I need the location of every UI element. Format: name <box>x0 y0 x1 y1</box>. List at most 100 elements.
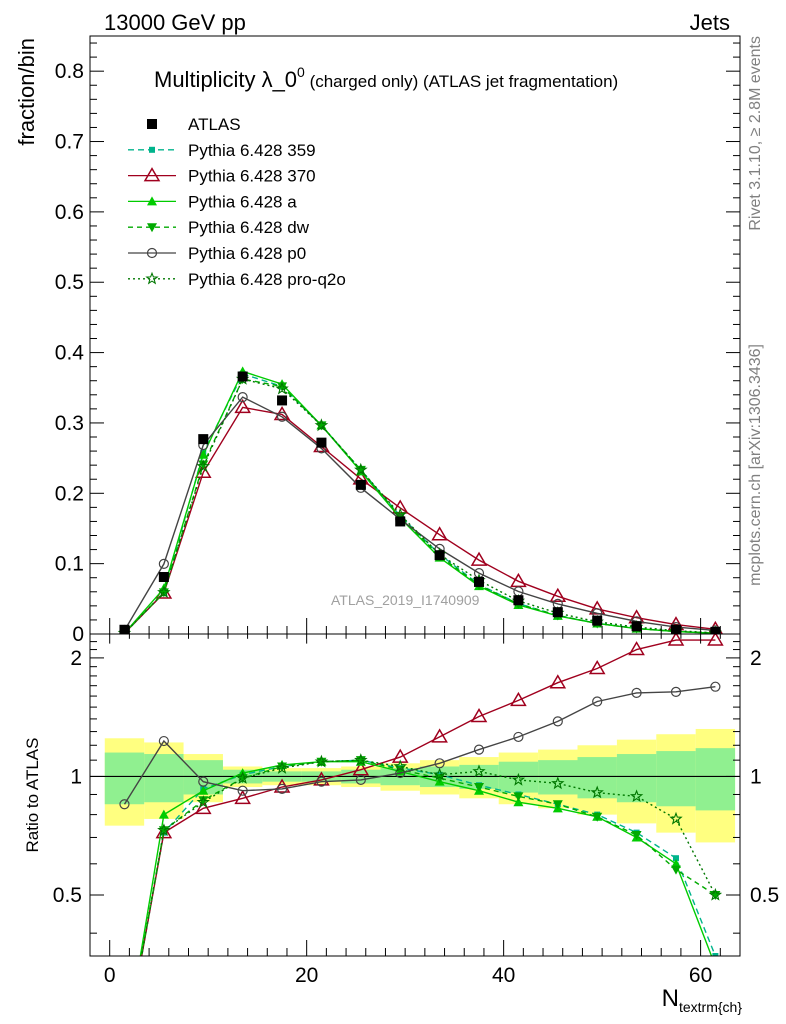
series-point <box>667 634 685 646</box>
x-tick-label: 0 <box>104 964 116 987</box>
series-point <box>551 776 565 790</box>
y-tick-label: 0.5 <box>55 271 84 294</box>
series-point <box>277 382 288 392</box>
series-point <box>158 735 169 747</box>
data-point <box>710 626 721 634</box>
legend-label: Pythia 6.428 p0 <box>188 244 306 263</box>
series-point <box>510 691 527 707</box>
ratio-tick-label: 1 <box>70 765 82 788</box>
series-line-main <box>123 378 716 634</box>
x-tick-label: 60 <box>689 964 712 987</box>
y-tick-label: 0.6 <box>55 201 84 224</box>
series-line-ratio <box>140 639 716 956</box>
series-point <box>669 811 683 825</box>
series-point <box>552 800 563 810</box>
series-point <box>432 767 447 781</box>
series-point <box>588 659 606 675</box>
series-point <box>146 247 158 259</box>
main-series-group <box>117 366 724 634</box>
series-point <box>670 858 681 868</box>
series-point <box>592 696 603 707</box>
data-point <box>513 595 524 606</box>
series-point <box>354 462 368 476</box>
y-tick-label: 0.4 <box>55 342 85 365</box>
y-tick-label: 0.7 <box>55 131 84 154</box>
data-point <box>119 624 130 634</box>
series-point <box>237 785 248 796</box>
rivet-label: Rivet 3.1.10, ≥ 2.8M events <box>747 36 764 231</box>
data-point <box>277 395 288 406</box>
data-point <box>316 437 327 448</box>
series-point <box>354 753 368 766</box>
data-point <box>395 516 406 527</box>
series-point <box>513 792 524 802</box>
series-point <box>352 761 370 776</box>
series-line-ratio <box>140 759 716 956</box>
mcplots-label: mcplots.cern.ch [arXiv:1306.3436] <box>747 344 764 586</box>
series-point <box>234 789 251 805</box>
x-axis-label-main: N <box>662 985 679 1012</box>
series-point <box>198 785 209 795</box>
series-line-ratio <box>140 759 717 956</box>
uncertainty-band-inner <box>577 757 617 799</box>
series-point <box>510 572 527 588</box>
uncertainty-band-inner <box>656 751 696 807</box>
series-point <box>198 449 209 459</box>
header-left: 13000 GeV pp <box>104 10 246 35</box>
legend-label: ATLAS <box>188 115 241 134</box>
data-point <box>552 607 563 618</box>
y-tick-label: 0.3 <box>55 412 84 435</box>
legend-label: Pythia 6.428 a <box>188 192 297 211</box>
series-point <box>198 776 209 787</box>
data-point <box>198 434 209 445</box>
y-tick-label: 0.8 <box>55 60 84 83</box>
series-point <box>119 799 130 810</box>
series-point <box>472 764 486 778</box>
series-point <box>393 759 408 773</box>
ratio-tick-label-right: 1 <box>750 765 762 788</box>
series-point <box>631 831 642 841</box>
ratio-y-axis-label: Ratio to ATLAS <box>23 738 42 853</box>
series-point <box>145 271 159 285</box>
series-point <box>158 558 169 570</box>
x-axis-label-sub: textrm{ch} <box>679 999 742 1015</box>
series-point <box>628 641 645 656</box>
axis-layer: 00.10.20.30.40.50.60.70.80 20 40 600.5 0.51 1… <box>53 35 779 987</box>
series-point <box>157 585 171 599</box>
series-point <box>513 731 524 743</box>
series-layer <box>117 366 724 956</box>
series-line-ratio <box>123 686 716 805</box>
series-line-ratio <box>139 761 713 956</box>
series-point <box>275 381 289 395</box>
data-point <box>434 550 445 561</box>
series-point <box>355 774 366 786</box>
series-point <box>198 796 209 806</box>
series-point <box>149 146 155 153</box>
series-point <box>275 761 289 774</box>
series-point <box>707 634 724 646</box>
chart-title: Multiplicity λ_00 (charged only) (ATLAS … <box>154 64 618 92</box>
series-point <box>314 418 329 432</box>
series-line-main <box>124 406 716 634</box>
data-point <box>355 479 366 490</box>
legend: ATLAS Pythia 6.428 359 Pythia 6.428 370 Pyt… <box>128 115 346 289</box>
series-point <box>592 812 603 822</box>
series-point <box>143 167 161 182</box>
data-point <box>237 371 248 382</box>
series-point <box>431 526 448 541</box>
series-point <box>474 783 485 793</box>
series-point <box>276 411 288 422</box>
ratio-tick-label-right: 0.5 <box>750 884 779 907</box>
series-point <box>147 223 157 233</box>
series-point <box>431 728 448 743</box>
y-tick-label: 0 <box>72 623 84 646</box>
series-point <box>672 855 679 862</box>
y-tick-label: 0.1 <box>55 553 84 576</box>
uncertainty-band-inner <box>695 748 736 811</box>
series-point <box>391 499 409 514</box>
data-point <box>147 119 157 129</box>
series-point <box>316 776 327 787</box>
uncertainty-band-inner <box>616 754 657 803</box>
series-point <box>470 551 488 566</box>
